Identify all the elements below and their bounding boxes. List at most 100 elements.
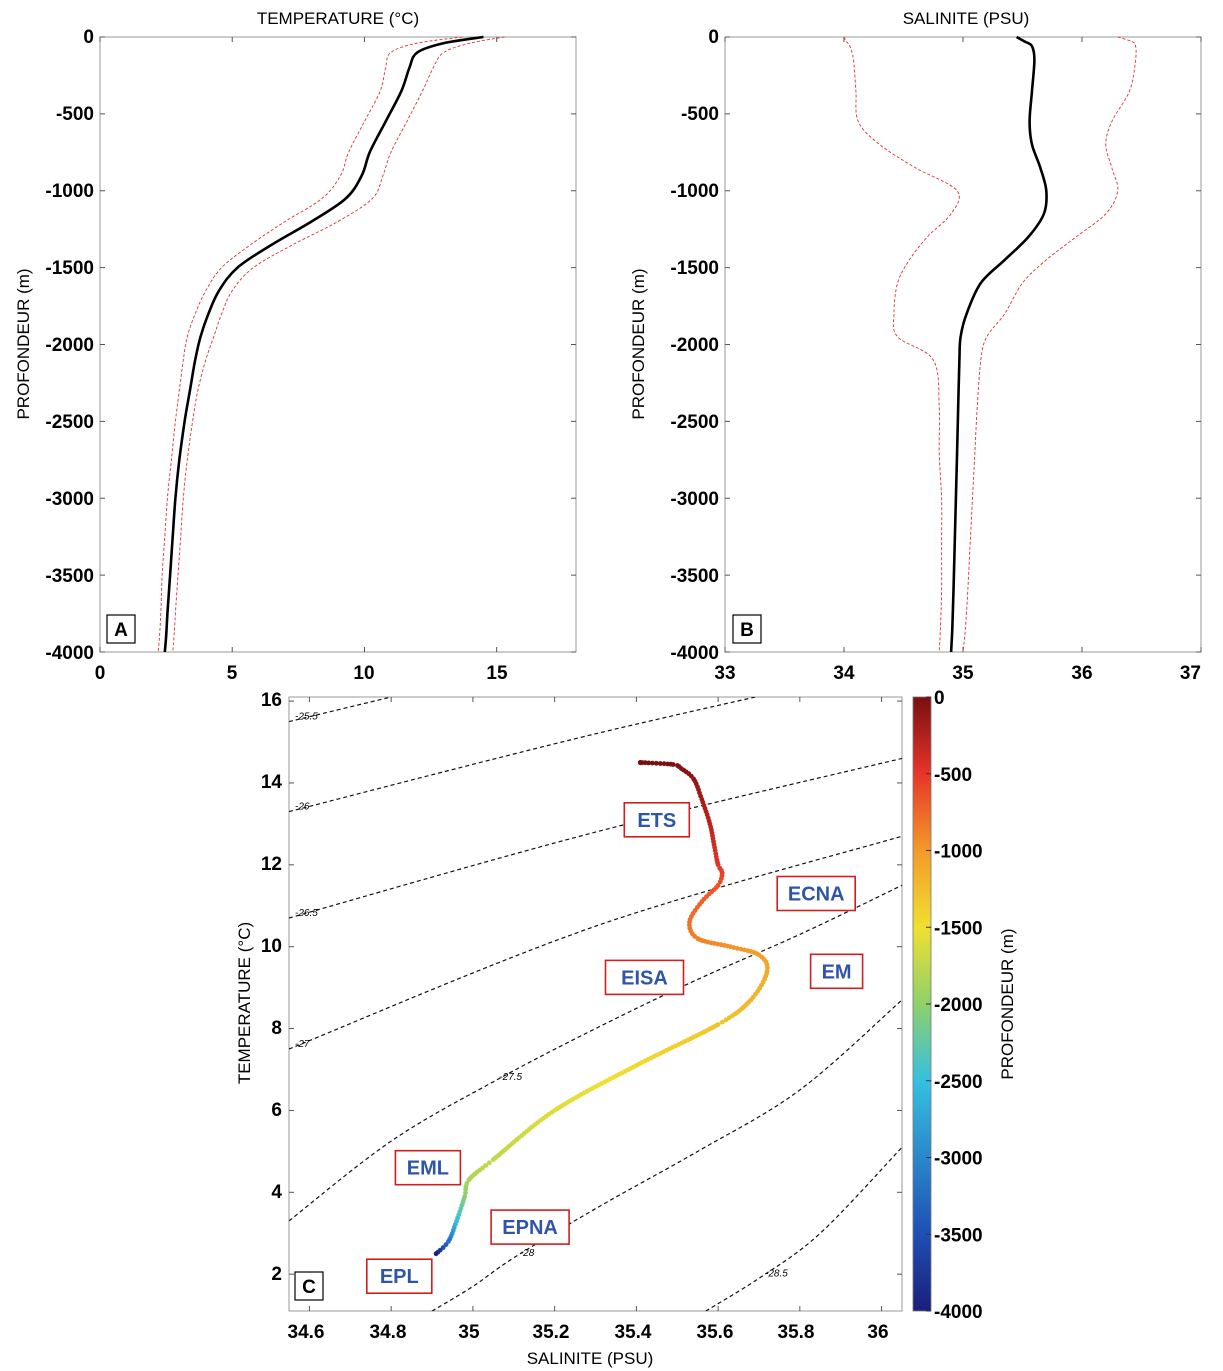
panel-c-x-tick: 35.2 <box>533 1322 570 1343</box>
panel-b-y-tick: -2000 <box>670 335 719 356</box>
panel-a-x-tick: 15 <box>486 663 508 684</box>
panel-a-y-axis-label: PROFONDEUR (m) <box>14 268 33 419</box>
ts-point <box>717 879 723 885</box>
panel-c-x-tick: 36 <box>867 1322 888 1343</box>
water-mass-text: EML <box>407 1158 449 1180</box>
water-mass-text: EPL <box>380 1266 419 1288</box>
std-envelope-line <box>157 36 463 653</box>
water-mass-label: EISA <box>604 959 685 996</box>
colorbar-tick-label: -2000 <box>934 995 983 1016</box>
panel-a: TEMPERATURE (°C) 0 -500 -1000 -1500 -200… <box>14 9 577 684</box>
panel-b-letter-box <box>732 614 762 644</box>
isopycnal-label: -28.5 <box>765 1268 788 1279</box>
ts-scatter <box>433 759 770 1257</box>
water-mass-box <box>394 1149 462 1186</box>
panel-b-y-tick: -4000 <box>670 643 719 664</box>
colorbar-tick-label: -3000 <box>934 1149 983 1170</box>
panel-b: SALINITE (PSU) 0 -500 -1000 -1500 -2000 … <box>629 9 1202 684</box>
water-mass-label: EML <box>394 1149 462 1186</box>
water-mass-label: EM <box>809 953 864 990</box>
panel-b-letter: B <box>740 620 754 641</box>
panel-c-letter-box <box>294 1271 324 1301</box>
mean-profile-line <box>949 35 1048 653</box>
water-mass-box <box>623 801 691 838</box>
isopycnal-line <box>289 697 759 813</box>
std-envelope-line <box>172 36 505 653</box>
water-mass-text: EM <box>822 961 852 983</box>
isopycnal-label: -26 <box>295 802 310 813</box>
colorbar-tick-labels: 0 -500 -1000 -1500 -2000 -2500 -3000 -3500 -4000 <box>926 688 983 1323</box>
panel-c-y-tick: 12 <box>261 854 282 875</box>
isopycnal-label: -28 <box>520 1248 535 1259</box>
panel-a-title: TEMPERATURE (°C) <box>257 9 419 28</box>
panel-a-y-tick: -2000 <box>45 335 94 356</box>
panel-b-y-tick: -2500 <box>670 412 719 433</box>
panel-c-y-tick: 16 <box>261 690 282 711</box>
panel-a-x-tick: 10 <box>353 663 374 684</box>
colorbar-label: PROFONDEUR (m) <box>998 928 1017 1079</box>
ts-point <box>637 759 644 766</box>
panel-c-y-tick: 8 <box>271 1018 282 1039</box>
isopycnal-line <box>705 1146 902 1311</box>
panel-c-x-tick-labels: 34.6 34.8 35 35.2 35.4 35.6 35.8 36 <box>288 1322 889 1343</box>
colorbar-tick-label: -500 <box>934 765 972 786</box>
panel-c-x-tick: 35.6 <box>697 1322 734 1343</box>
isopycnal-lines: -25.5 -26 -26.5 -27 -27.5 -28 -28.5 <box>289 697 902 1311</box>
std-envelope-line <box>962 36 1137 653</box>
ts-point <box>463 1190 468 1196</box>
water-mass-label: ETS <box>623 801 691 838</box>
panel-b-x-tick: 33 <box>714 663 735 684</box>
colorbar-tick-label: -1500 <box>934 918 983 939</box>
panel-c-axes-box <box>288 696 903 1312</box>
panel-a-y-tick-labels: 0 -500 -1000 -1500 -2000 -2500 -3000 -35… <box>45 27 94 664</box>
ts-point <box>486 1160 492 1166</box>
ts-point <box>657 761 663 766</box>
water-mass-label: ECNA <box>776 875 857 912</box>
ts-point <box>653 760 659 766</box>
isopycnal-line <box>289 835 902 1050</box>
water-mass-labels: ETS ECNA EISA EM EML EPNA EPL <box>365 801 864 1294</box>
isopycnal-line <box>289 757 902 919</box>
std-envelope-line <box>843 36 960 653</box>
colorbar-tick-label: -3500 <box>934 1225 983 1246</box>
panel-b-y-tick: -500 <box>681 104 719 125</box>
panel-b-x-tick: 37 <box>1180 663 1201 684</box>
panel-b-y-tick: -1500 <box>670 258 719 279</box>
ts-point <box>650 760 655 766</box>
panel-a-letter-box <box>106 614 136 644</box>
panel-b-y-axis-label: PROFONDEUR (m) <box>629 268 648 419</box>
panel-a-y-tick: -2500 <box>45 412 94 433</box>
isopycnal-label: -27.5 <box>499 1072 522 1083</box>
panel-a-plot <box>99 35 576 653</box>
panel-c-y-tick: 4 <box>271 1182 282 1203</box>
isopycnal-label: -25.5 <box>295 712 318 723</box>
panel-b-y-tick: -1000 <box>670 181 719 202</box>
water-mass-box <box>809 953 864 990</box>
panel-c-plot: -25.5 -26 -26.5 -27 -27.5 -28 -28.5 <box>289 697 902 1311</box>
water-mass-box <box>776 875 857 912</box>
panel-b-x-tick: 36 <box>1071 663 1092 684</box>
colorbar-tick-label: -1000 <box>934 842 983 863</box>
panel-b-title: SALINITE (PSU) <box>903 9 1030 28</box>
water-mass-box <box>490 1209 570 1245</box>
panel-c-x-tick: 35.8 <box>778 1322 815 1343</box>
ts-point <box>723 1017 729 1023</box>
colorbar-tick-label: -2500 <box>934 1072 983 1093</box>
panel-b-axes-box <box>724 36 1202 653</box>
water-mass-box <box>365 1258 433 1294</box>
panel-a-x-tick: 5 <box>227 663 238 684</box>
panel-c-x-tick: 35 <box>458 1322 480 1343</box>
panel-a-y-tick: -3500 <box>45 566 94 587</box>
ts-point <box>490 1157 496 1162</box>
panel-c-y-tick: 10 <box>261 936 282 957</box>
panel-a-y-tick: -4000 <box>45 643 94 664</box>
panel-b-y-tick-labels: 0 -500 -1000 -1500 -2000 -2500 -3000 -35… <box>670 27 719 664</box>
isopycnal-line <box>289 697 392 723</box>
panel-c-y-tick-labels: 2 4 6 8 10 12 14 16 <box>261 690 283 1285</box>
panel-b-y-tick: 0 <box>708 27 719 48</box>
panel-a-y-tick: -1000 <box>45 181 94 202</box>
panel-a-y-tick: -1500 <box>45 258 94 279</box>
panel-b-y-tick: -3000 <box>670 489 719 510</box>
ts-point <box>670 762 676 767</box>
